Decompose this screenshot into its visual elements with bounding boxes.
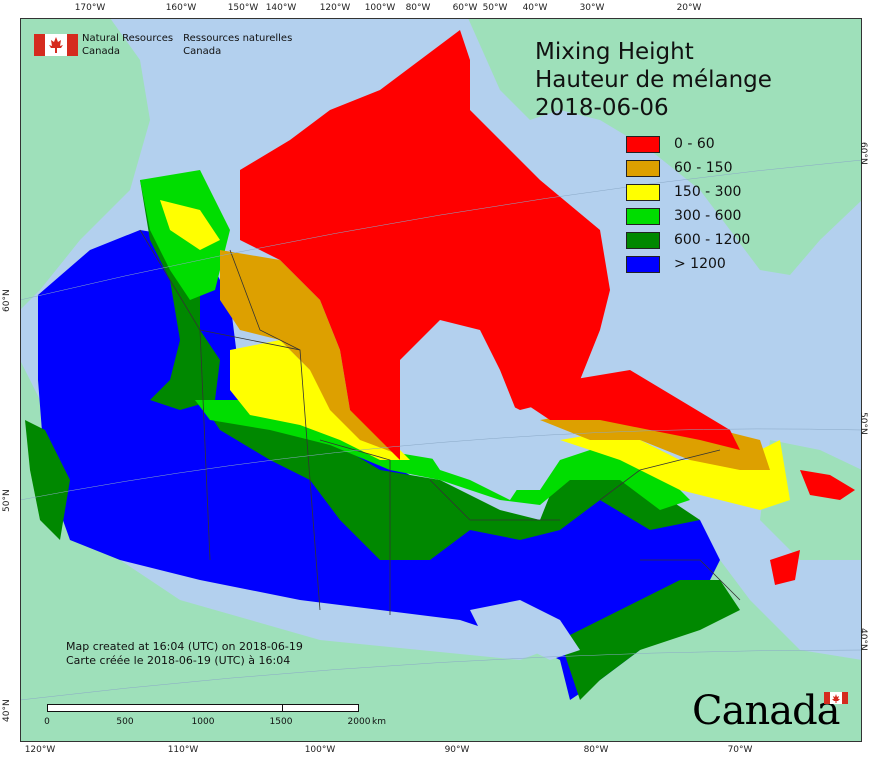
legend-label: 60 - 150 — [674, 160, 733, 176]
legend-label: 150 - 300 — [674, 184, 742, 200]
legend: 0 - 60 60 - 150 150 - 300 300 - 600 600 … — [626, 132, 750, 276]
tick-top: 170°W — [74, 3, 106, 13]
region-orange-central — [220, 250, 400, 455]
scale-label: 1500 — [269, 717, 293, 727]
legend-swatch — [626, 231, 660, 249]
tick-bottom: 100°W — [304, 745, 336, 755]
tick-top: 60°W — [452, 3, 478, 13]
tick-left: 60°N — [2, 289, 12, 312]
agency-signature: Natural Resources Canada Ressources natu… — [34, 32, 292, 58]
wordmark-flag-icon — [824, 692, 848, 704]
scale-unit: km — [372, 717, 386, 727]
title-date: 2018-06-06 — [535, 95, 669, 121]
canada-flag-icon — [34, 34, 78, 56]
agency-en-line2: Canada — [82, 46, 121, 57]
scale-label: 1000 — [191, 717, 215, 727]
agency-en-line1: Natural Resources — [82, 33, 174, 44]
tick-bottom: 120°W — [24, 745, 56, 755]
land-greenland — [468, 18, 862, 275]
tick-top: 150°W — [227, 3, 259, 13]
legend-swatch — [626, 159, 660, 177]
agency-fr-line1: Ressources naturelles — [183, 33, 293, 44]
map-title: Mixing Height Hauteur de mélange 2018-06… — [535, 38, 772, 122]
map-credit: Map created at 16:04 (UTC) on 2018-06-19… — [66, 640, 303, 668]
tick-right: 40°N — [858, 628, 868, 651]
hudson-bay — [400, 320, 530, 500]
region-red-arctic — [240, 30, 610, 460]
provincial-borders — [139, 229, 741, 615]
agency-name-fr: Ressources naturelles Canada — [183, 32, 292, 58]
scale-label: 500 — [116, 717, 134, 727]
tick-bottom: 70°W — [727, 745, 753, 755]
title-line-fr: Hauteur de mélange — [535, 67, 772, 93]
tick-left: 40°N — [2, 699, 12, 722]
canada-wordmark: Canada — [692, 688, 841, 734]
tick-left: 50°N — [2, 489, 12, 512]
region-green-coast — [25, 420, 70, 540]
credit-en: Map created at 16:04 (UTC) on 2018-06-19 — [66, 640, 303, 653]
legend-label: > 1200 — [674, 256, 726, 272]
region-red-maritimes — [770, 550, 800, 585]
tick-right: 60°N — [858, 142, 868, 165]
legend-label: 0 - 60 — [674, 136, 715, 152]
land-alaska — [20, 18, 150, 310]
tick-top: 20°W — [676, 3, 702, 13]
scale-segment — [48, 705, 127, 711]
scale-label: 0 — [44, 717, 50, 727]
legend-swatch — [626, 255, 660, 273]
tick-top: 160°W — [165, 3, 197, 13]
tick-top: 80°W — [405, 3, 431, 13]
agency-name-en: Natural Resources Canada — [82, 32, 173, 58]
scale-label: 2000 — [347, 717, 371, 727]
graticule — [19, 159, 863, 701]
legend-swatch — [626, 207, 660, 225]
tick-top: 30°W — [579, 3, 605, 13]
tick-top: 40°W — [522, 3, 548, 13]
tick-top: 120°W — [319, 3, 351, 13]
legend-item: 300 - 600 — [626, 204, 750, 228]
tick-top: 140°W — [265, 3, 297, 13]
region-red-newfoundland — [800, 470, 855, 500]
tick-bottom: 80°W — [583, 745, 609, 755]
credit-fr: Carte créée le 2018-06-19 (UTC) à 16:04 — [66, 654, 291, 667]
legend-item: 60 - 150 — [626, 156, 750, 180]
tick-top: 100°W — [364, 3, 396, 13]
legend-label: 600 - 1200 — [674, 232, 751, 248]
legend-item: 0 - 60 — [626, 132, 750, 156]
legend-item: 600 - 1200 — [626, 228, 750, 252]
legend-item: > 1200 — [626, 252, 750, 276]
tick-bottom: 110°W — [167, 745, 199, 755]
tick-top: 50°W — [482, 3, 508, 13]
land-usa — [20, 360, 862, 742]
agency-fr-line2: Canada — [183, 46, 222, 57]
land-newfoundland-region — [760, 440, 862, 560]
region-green-east — [560, 580, 740, 700]
tick-right: 50°N — [858, 412, 868, 435]
scale-segment — [204, 705, 283, 711]
legend-swatch — [626, 135, 660, 153]
region-yellow-northwest — [160, 200, 220, 250]
tick-bottom: 90°W — [444, 745, 470, 755]
region-yellow-east — [560, 430, 790, 510]
scale-segment — [126, 705, 205, 711]
title-line-en: Mixing Height — [535, 39, 694, 65]
great-lakes — [470, 600, 580, 660]
legend-label: 300 - 600 — [674, 208, 742, 224]
legend-swatch — [626, 183, 660, 201]
legend-item: 150 - 300 — [626, 180, 750, 204]
scale-bar-track — [47, 704, 359, 712]
region-orange-east — [540, 410, 770, 470]
